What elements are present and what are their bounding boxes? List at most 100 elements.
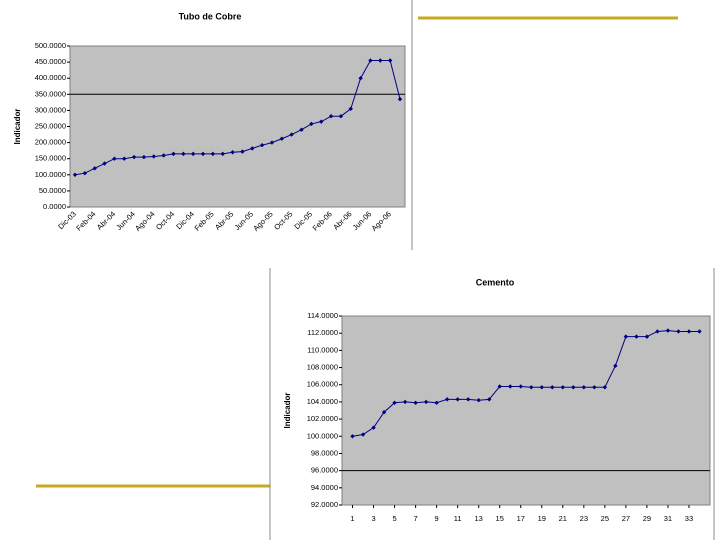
- y-tick-label: 500.0000: [35, 41, 66, 50]
- y-tick-label: 250.0000: [35, 121, 66, 130]
- data-point: [269, 140, 275, 145]
- data-point: [371, 425, 376, 430]
- x-tick-label: 19: [538, 514, 546, 523]
- y-tick-label: 102.0000: [307, 414, 338, 423]
- data-point: [602, 385, 608, 390]
- data-point: [348, 106, 353, 111]
- data-point: [487, 397, 492, 402]
- data-point: [508, 384, 513, 389]
- data-point: [131, 154, 137, 160]
- data-point: [397, 96, 403, 102]
- data-point: [634, 334, 639, 339]
- data-point: [279, 136, 285, 141]
- x-tick-label: 27: [622, 514, 630, 523]
- data-point: [518, 384, 523, 389]
- data-point: [665, 328, 671, 333]
- y-tick-label: 108.0000: [307, 363, 338, 372]
- x-tick-label: 31: [664, 514, 672, 523]
- data-point: [368, 58, 373, 63]
- y-tick-label: 150.0000: [35, 154, 66, 163]
- data-point: [644, 334, 650, 339]
- data-point: [581, 385, 587, 390]
- data-point: [151, 154, 156, 159]
- data-point: [141, 154, 147, 160]
- data-point: [230, 150, 235, 155]
- data-point: [338, 113, 344, 119]
- data-point: [358, 76, 363, 81]
- y-tick-label: 350.0000: [35, 89, 66, 98]
- x-tick-label: 23: [580, 514, 588, 523]
- data-point: [655, 329, 660, 334]
- data-point: [592, 385, 597, 390]
- y-tick-label: 114.0000: [307, 311, 338, 320]
- data-point: [455, 397, 460, 402]
- data-point: [571, 385, 576, 390]
- data-point: [465, 397, 471, 402]
- x-tick-label: 11: [454, 514, 462, 523]
- data-point: [676, 329, 681, 334]
- x-tick-label: 21: [559, 514, 567, 523]
- y-tick-label: 104.0000: [307, 397, 338, 406]
- data-point: [200, 151, 206, 157]
- x-tick-label: 17: [517, 514, 525, 523]
- x-tick-label: 33: [685, 514, 693, 523]
- data-point: [112, 156, 117, 161]
- x-tick-label: 29: [643, 514, 651, 523]
- data-point: [350, 434, 355, 439]
- data-point: [259, 142, 265, 148]
- x-tick-label: 25: [601, 514, 609, 523]
- data-point: [161, 153, 166, 158]
- data-point: [190, 151, 196, 157]
- data-point: [550, 385, 555, 390]
- y-tick-label: 200.0000: [35, 138, 66, 147]
- y-axis-title: Indicador: [13, 108, 22, 144]
- data-point: [539, 385, 544, 390]
- data-point: [289, 132, 294, 137]
- data-point: [381, 410, 387, 415]
- plot-area: [341, 315, 711, 506]
- x-tick-label: 7: [414, 514, 418, 523]
- x-tick-label: 1: [350, 514, 354, 523]
- y-tick-label: 400.0000: [35, 73, 66, 82]
- x-tick-label: 3: [371, 514, 375, 523]
- x-tick-label: 15: [496, 514, 504, 523]
- data-point: [181, 151, 186, 157]
- data-point: [387, 58, 393, 63]
- data-point: [686, 329, 692, 334]
- data-point: [476, 397, 481, 403]
- data-point: [122, 156, 127, 161]
- data-point: [613, 363, 618, 369]
- y-tick-label: 300.0000: [35, 105, 66, 114]
- y-tick-label: 100.0000: [307, 431, 338, 440]
- y-tick-label: 94.0000: [311, 483, 338, 492]
- y-tick-label: 100.0000: [35, 170, 66, 179]
- series-line: [74, 59, 401, 176]
- data-point: [360, 432, 366, 437]
- y-tick-label: 110.0000: [307, 345, 338, 354]
- data-point: [423, 399, 429, 405]
- data-point: [378, 58, 383, 63]
- data-point: [299, 127, 304, 132]
- data-point: [319, 119, 324, 124]
- y-tick-label: 112.0000: [307, 328, 338, 337]
- y-tick-label: 106.0000: [307, 380, 338, 389]
- x-tick-label: 5: [392, 514, 396, 523]
- data-point: [210, 151, 216, 157]
- y-tick-label: 96.0000: [311, 466, 338, 475]
- x-tick-label: 9: [435, 514, 439, 523]
- data-point: [171, 151, 176, 157]
- y-tick-label: 92.0000: [311, 500, 338, 509]
- y-axis-title: Indicador: [283, 392, 292, 428]
- y-tick-label: 450.0000: [35, 57, 66, 66]
- data-point: [250, 146, 255, 151]
- data-point: [529, 385, 534, 390]
- data-point: [309, 121, 314, 127]
- data-point: [102, 161, 107, 166]
- data-point: [497, 384, 502, 389]
- chart-title: Cemento: [476, 277, 515, 287]
- series-line: [352, 330, 700, 437]
- data-point: [434, 400, 439, 405]
- data-point: [697, 329, 702, 334]
- chart-title: Tubo de Cobre: [179, 11, 242, 21]
